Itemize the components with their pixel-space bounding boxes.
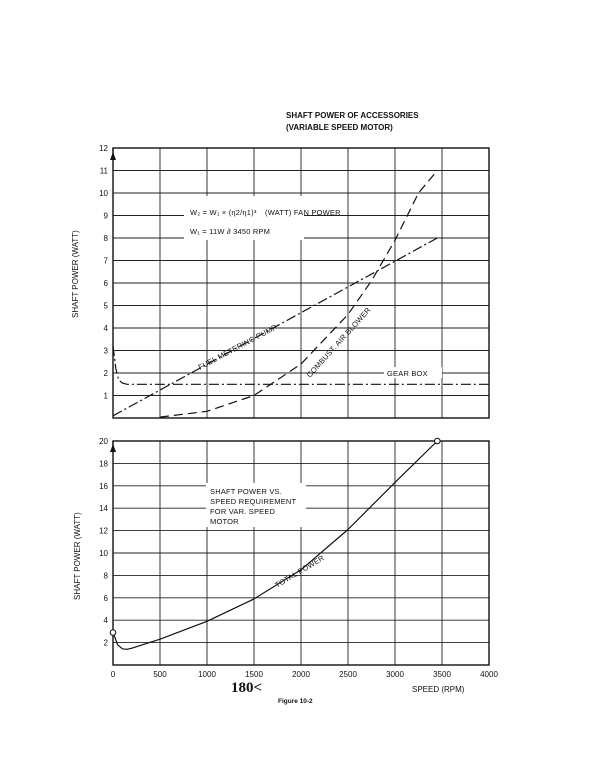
label-combust-air-blower: COMBUST. AIR BLOWER [305,305,373,379]
top-grid [113,148,489,418]
bottom-y-tick-label: 6 [104,594,109,603]
total-power-endpoint-marker [434,437,441,445]
annotation-line-2: SPEED REQUIREMENT [210,497,297,506]
bottom-y-ticks: 2 4 6 8 10 12 14 16 18 20 [99,437,108,648]
top-y-tick-label: 10 [99,189,108,198]
total-power-endpoint-marker [109,629,117,636]
label-fuel-metering-pump: FUEL METERING PUMP [197,323,279,372]
top-series-gear-box [112,345,489,385]
top-y-axis-arrowhead [110,152,116,160]
top-y-tick-label: 9 [104,212,109,221]
bottom-y-tick-label: 14 [99,504,108,513]
bottom-plot-frame [112,440,490,666]
bottom-x-tick-label: 4000 [480,670,498,679]
bottom-y-tick-label: 10 [99,549,108,558]
top-y-tick-label: 11 [100,167,109,176]
x-axis-label: SPEED (RPM) [412,685,465,694]
bottom-x-tick-label: 0 [111,670,116,679]
bottom-x-tick-label: 500 [153,670,167,679]
top-series-combust-air-blower [159,170,438,418]
top-series-group [112,170,489,418]
bottom-x-tick-label: 1000 [198,670,216,679]
top-plot-frame [112,147,490,419]
equation-w1: W₁ = 11W ∂ 3450 RPM [190,227,270,236]
gear-box-label-backdrop [384,367,442,378]
top-y-tick-label: 6 [104,279,109,288]
top-y-tick-label: 8 [104,234,109,243]
bottom-y-axis-arrowhead [110,444,116,452]
annotation-backdrop [206,483,306,527]
bottom-y-tick-label: 20 [99,437,108,446]
chart-title: SHAFT POWER OF ACCESSORIES [286,111,419,120]
bottom-x-tick-label: 3000 [386,670,404,679]
figure-caption: Figure 10-2 [278,698,313,705]
bottom-x-tick-label: 3500 [433,670,451,679]
bottom-x-tick-label: 2500 [339,670,357,679]
top-y-tick-label: 2 [104,369,109,378]
label-total-power: TOTAL POWER [273,553,326,590]
bottom-y-tick-label: 16 [99,482,108,491]
top-y-tick-label: 7 [104,257,109,266]
bottom-series-group [109,437,441,650]
top-y-tick-label: 5 [104,302,109,311]
top-y-tick-label: 4 [104,324,109,333]
top-y-tick-label: 3 [104,347,109,356]
top-y-tick-label: 12 [99,144,108,153]
page-number: 180< [231,680,262,696]
bottom-x-tick-label: 1500 [245,670,263,679]
top-series-fuel-metering-pump [112,237,438,417]
bottom-y-tick-label: 2 [104,639,109,648]
bottom-y-axis-label: SHAFT POWER (WATT) [73,512,82,600]
bottom-y-tick-label: 18 [99,459,108,468]
annotation-line-1: SHAFT POWER VS. [210,487,282,496]
bottom-x-ticks: 0 500 1000 1500 2000 2500 3000 3500 4000 [111,670,499,679]
equation-fan-note: (WATT) FAN POWER [265,208,341,217]
top-y-tick-label: 1 [104,392,109,401]
annotation-line-3: FOR VAR. SPEED [210,507,276,516]
annotation-line-4: MOTOR [210,517,239,526]
bottom-y-tick-label: 8 [104,571,109,580]
chart-subtitle: (VARIABLE SPEED MOTOR) [286,123,393,132]
bottom-grid [113,441,489,665]
equation-w2: W₂ = W₁ × (η2/η1)³ [190,208,257,217]
bottom-y-tick-label: 12 [99,527,108,536]
bottom-series-total-power [112,440,438,650]
top-y-axis-label: SHAFT POWER (WATT) [71,230,80,318]
bottom-x-tick-label: 2000 [292,670,310,679]
bottom-y-tick-label: 4 [104,616,109,625]
equation-backdrop [184,196,304,240]
label-gear-box: GEAR BOX [387,369,428,378]
bottom-chart-panel: 2 4 6 8 10 12 14 16 18 20 0 500 1000 1500 2000 2500 300… [73,437,498,694]
